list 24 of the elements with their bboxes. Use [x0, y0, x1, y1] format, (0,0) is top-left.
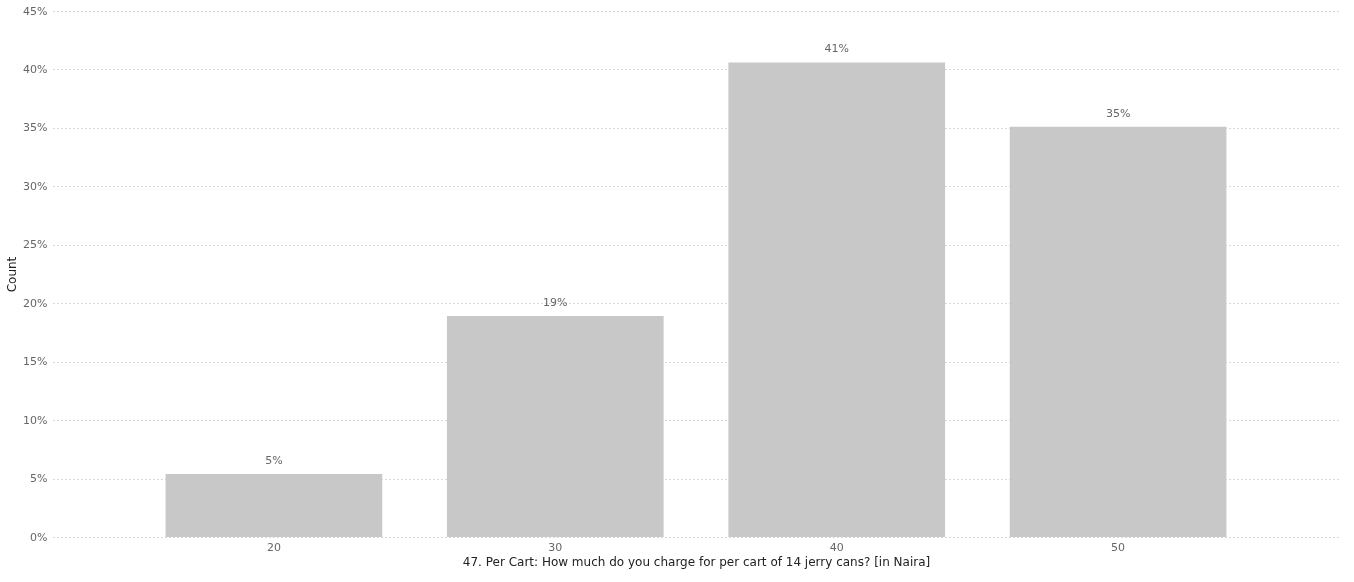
y-tick-label: 40% [23, 62, 48, 76]
data-label: 5% [265, 453, 283, 467]
x-tick-label: 30 [548, 540, 563, 554]
data-label: 41% [824, 42, 849, 56]
y-tick-label: 20% [23, 296, 48, 310]
bar [446, 316, 664, 537]
y-tick-label: 45% [23, 4, 48, 18]
y-axis-title: Count [5, 256, 20, 293]
x-tick-label: 50 [1111, 540, 1126, 554]
y-tick-label: 15% [23, 355, 48, 369]
x-tick-label: 40 [829, 540, 844, 554]
y-tick-label: 5% [30, 472, 48, 486]
x-tick-label: 20 [266, 540, 281, 554]
bar [1009, 126, 1227, 537]
data-label: 35% [1105, 106, 1131, 120]
y-tick-label: 30% [23, 179, 48, 193]
y-tick-label: 25% [23, 238, 48, 252]
bar [728, 62, 946, 537]
y-tick-label: 10% [23, 413, 48, 427]
data-label: 19% [543, 296, 568, 310]
y-tick-label: 35% [23, 121, 48, 135]
x-axis-title: 47. Per Cart: How much do you charge for per cart of 14 jerry cans? [in Naira] [462, 554, 931, 569]
y-tick-label: 0% [30, 530, 48, 544]
bar [165, 473, 383, 537]
